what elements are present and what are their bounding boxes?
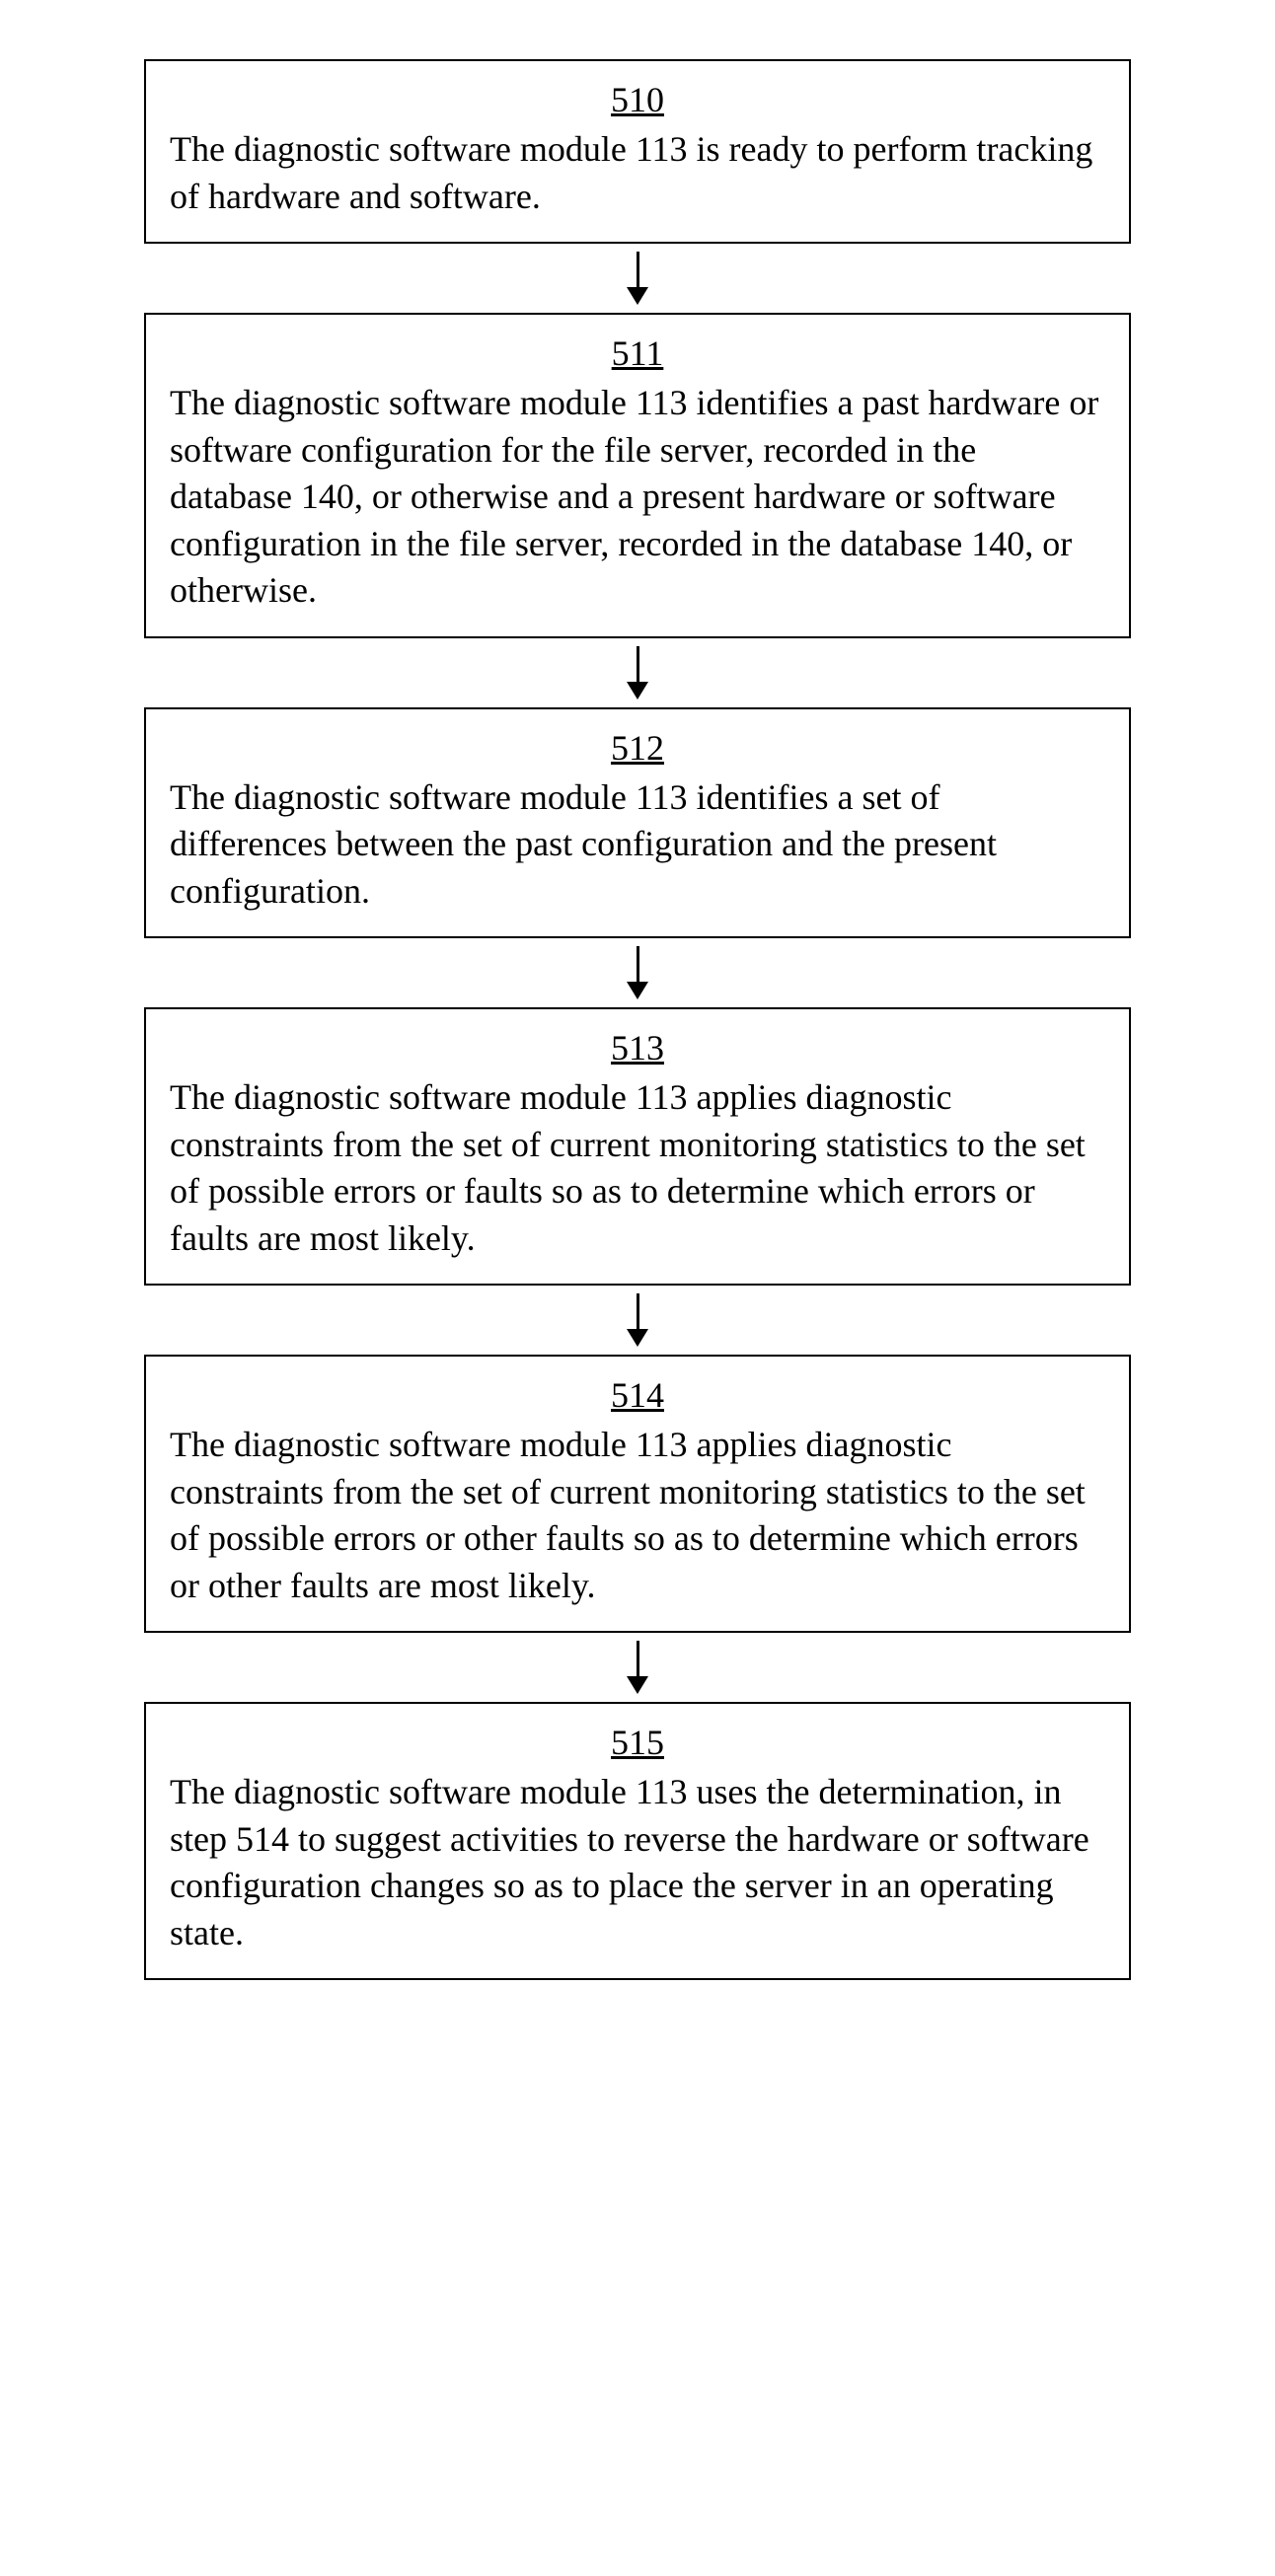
- node-text: The diagnostic software module 113 appli…: [170, 1074, 1105, 1262]
- node-number: 511: [170, 332, 1105, 374]
- node-text: The diagnostic software module 113 ident…: [170, 380, 1105, 615]
- flowchart-node-515: 515 The diagnostic software module 113 u…: [144, 1702, 1131, 1980]
- arrow-down-icon: [627, 946, 648, 999]
- flowchart-node-512: 512 The diagnostic software module 113 i…: [144, 707, 1131, 939]
- arrow-down-icon: [627, 252, 648, 305]
- arrow-down-icon: [627, 1641, 648, 1694]
- flowchart-container: 510 The diagnostic software module 113 i…: [144, 59, 1131, 1980]
- node-number: 512: [170, 727, 1105, 769]
- node-text: The diagnostic software module 113 ident…: [170, 774, 1105, 916]
- arrow-down-icon: [627, 1293, 648, 1347]
- node-number: 510: [170, 79, 1105, 120]
- flowchart-node-513: 513 The diagnostic software module 113 a…: [144, 1007, 1131, 1286]
- node-number: 514: [170, 1374, 1105, 1416]
- node-text: The diagnostic software module 113 appli…: [170, 1422, 1105, 1609]
- node-text: The diagnostic software module 113 is re…: [170, 126, 1105, 220]
- flowchart-node-511: 511 The diagnostic software module 113 i…: [144, 313, 1131, 638]
- node-text: The diagnostic software module 113 uses …: [170, 1769, 1105, 1956]
- flowchart-node-514: 514 The diagnostic software module 113 a…: [144, 1355, 1131, 1633]
- node-number: 515: [170, 1722, 1105, 1763]
- node-number: 513: [170, 1027, 1105, 1068]
- flowchart-node-510: 510 The diagnostic software module 113 i…: [144, 59, 1131, 244]
- arrow-down-icon: [627, 646, 648, 699]
